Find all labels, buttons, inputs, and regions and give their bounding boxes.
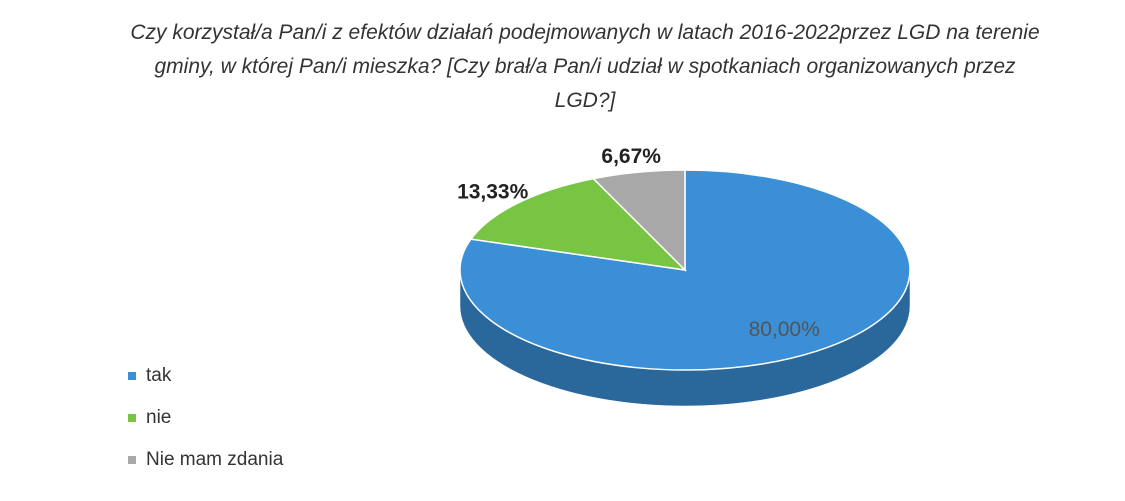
- pie-slice: [591, 169, 686, 272]
- legend-label: Nie mam zdania: [146, 449, 284, 470]
- data-label: 6,67%: [601, 145, 661, 168]
- legend-swatch: [128, 414, 136, 422]
- pie-slice: [469, 177, 688, 272]
- chart-title: Czy korzystał/a Pan/i z efektów działań …: [130, 21, 1040, 112]
- data-label: 13,33%: [457, 181, 529, 204]
- legend-swatch: [128, 372, 136, 380]
- data-label: 80,00%: [749, 318, 820, 341]
- legend-label: nie: [146, 407, 171, 428]
- legend-label: tak: [146, 365, 172, 386]
- legend-swatch: [128, 456, 136, 464]
